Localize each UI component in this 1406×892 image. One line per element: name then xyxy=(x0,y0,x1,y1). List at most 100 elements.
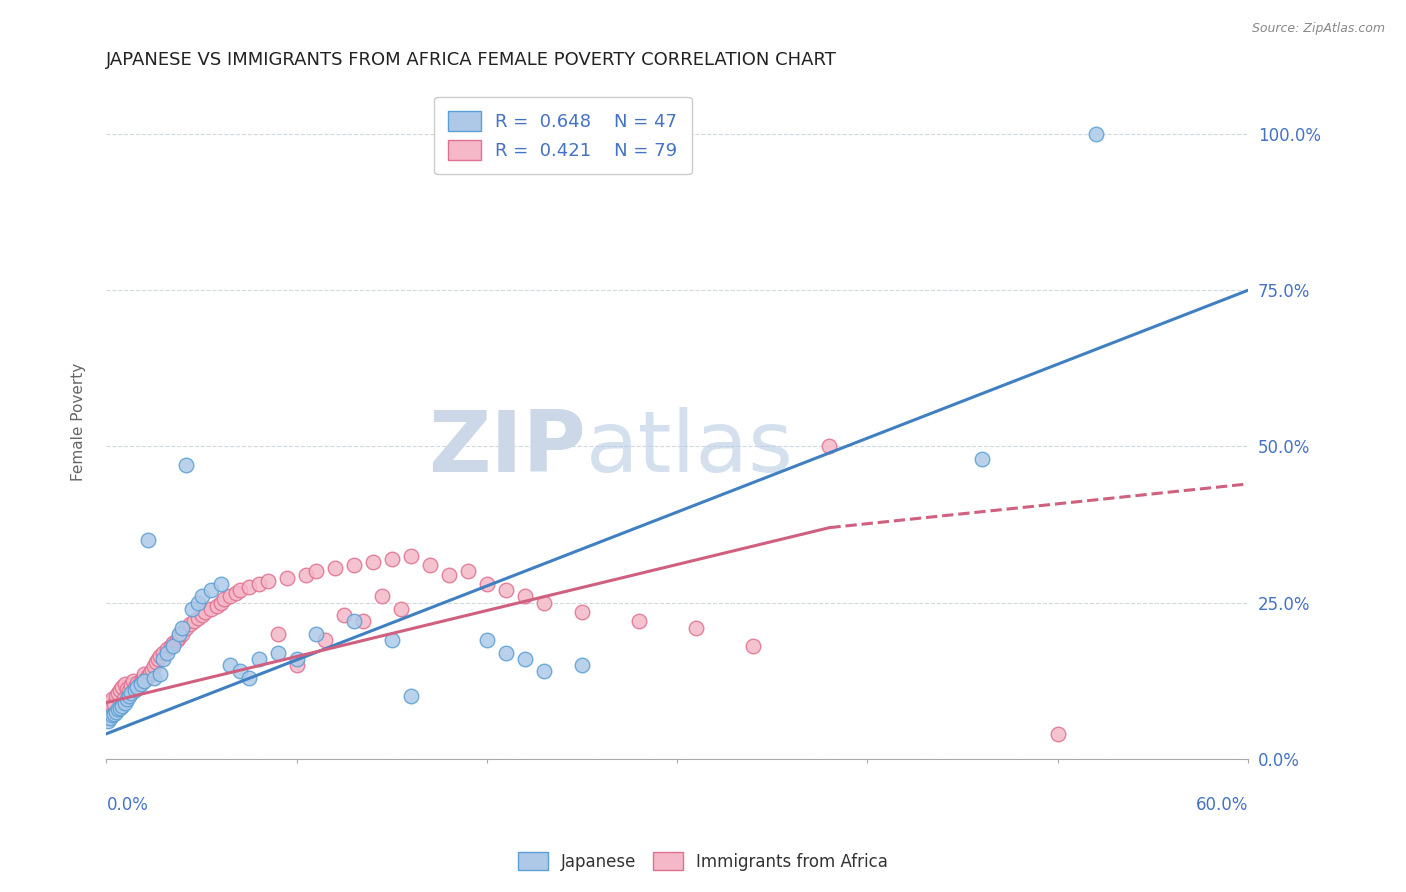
Point xyxy=(160,640,183,654)
Point xyxy=(114,696,136,710)
Point xyxy=(685,621,707,635)
Point xyxy=(187,611,209,625)
Point xyxy=(247,577,270,591)
Point xyxy=(172,621,194,635)
Point xyxy=(135,672,157,686)
Point xyxy=(200,583,222,598)
Point xyxy=(101,708,124,723)
Point xyxy=(200,602,222,616)
Point xyxy=(152,646,174,660)
Point xyxy=(343,615,366,629)
Point xyxy=(181,602,204,616)
Text: Source: ZipAtlas.com: Source: ZipAtlas.com xyxy=(1251,22,1385,36)
Point xyxy=(276,571,298,585)
Point xyxy=(107,702,129,716)
Point xyxy=(457,565,479,579)
Point xyxy=(343,558,366,573)
Point xyxy=(118,690,141,704)
Point xyxy=(389,602,412,616)
Point xyxy=(149,667,172,681)
Point xyxy=(131,671,153,685)
Point xyxy=(125,675,148,690)
Point xyxy=(475,633,498,648)
Point xyxy=(495,583,517,598)
Text: atlas: atlas xyxy=(586,407,794,490)
Point xyxy=(1084,127,1107,141)
Point xyxy=(139,665,162,680)
Point xyxy=(209,596,232,610)
Point xyxy=(214,592,236,607)
Point xyxy=(513,590,536,604)
Point xyxy=(970,452,993,467)
Point xyxy=(183,615,205,629)
Point xyxy=(305,565,328,579)
Text: JAPANESE VS IMMIGRANTS FROM AFRICA FEMALE POVERTY CORRELATION CHART: JAPANESE VS IMMIGRANTS FROM AFRICA FEMAL… xyxy=(107,51,837,69)
Point xyxy=(134,667,156,681)
Point xyxy=(305,627,328,641)
Point xyxy=(209,577,232,591)
Point xyxy=(419,558,441,573)
Point xyxy=(149,648,172,663)
Point xyxy=(172,627,194,641)
Point xyxy=(125,680,148,694)
Point xyxy=(136,669,159,683)
Point xyxy=(166,633,188,648)
Point xyxy=(101,692,124,706)
Point xyxy=(120,686,142,700)
Point xyxy=(112,692,135,706)
Point xyxy=(97,698,120,713)
Point xyxy=(146,652,169,666)
Point xyxy=(190,608,212,623)
Point xyxy=(323,561,346,575)
Point xyxy=(117,692,139,706)
Point xyxy=(225,586,247,600)
Point xyxy=(285,652,308,666)
Point xyxy=(742,640,765,654)
Point xyxy=(136,533,159,548)
Point xyxy=(228,665,250,679)
Point xyxy=(352,615,374,629)
Point xyxy=(371,590,394,604)
Point xyxy=(179,617,201,632)
Point xyxy=(114,677,136,691)
Point xyxy=(152,652,174,666)
Point xyxy=(129,677,152,691)
Point xyxy=(295,567,318,582)
Point xyxy=(120,678,142,692)
Point xyxy=(128,678,150,692)
Point xyxy=(266,627,288,641)
Point xyxy=(1046,727,1069,741)
Point xyxy=(124,683,146,698)
Point xyxy=(219,590,242,604)
Point xyxy=(247,652,270,666)
Point xyxy=(818,439,841,453)
Point xyxy=(190,590,212,604)
Text: 60.0%: 60.0% xyxy=(1195,796,1249,814)
Point xyxy=(110,680,132,694)
Legend: R =  0.648    N = 47, R =  0.421    N = 79: R = 0.648 N = 47, R = 0.421 N = 79 xyxy=(434,96,692,174)
Point xyxy=(238,580,260,594)
Point xyxy=(107,686,129,700)
Point xyxy=(167,627,190,641)
Point xyxy=(571,605,593,619)
Point xyxy=(156,642,179,657)
Point xyxy=(162,636,184,650)
Y-axis label: Female Poverty: Female Poverty xyxy=(72,362,86,481)
Text: 0.0%: 0.0% xyxy=(107,796,148,814)
Point xyxy=(142,671,165,685)
Point xyxy=(314,633,336,648)
Point xyxy=(475,577,498,591)
Point xyxy=(194,605,217,619)
Point xyxy=(145,655,167,669)
Point xyxy=(571,658,593,673)
Point xyxy=(266,646,288,660)
Point xyxy=(118,684,141,698)
Point xyxy=(399,549,422,563)
Point xyxy=(156,646,179,660)
Point xyxy=(104,690,127,704)
Point xyxy=(495,646,517,660)
Point xyxy=(122,673,145,688)
Point xyxy=(513,652,536,666)
Point xyxy=(174,621,197,635)
Point xyxy=(437,567,460,582)
